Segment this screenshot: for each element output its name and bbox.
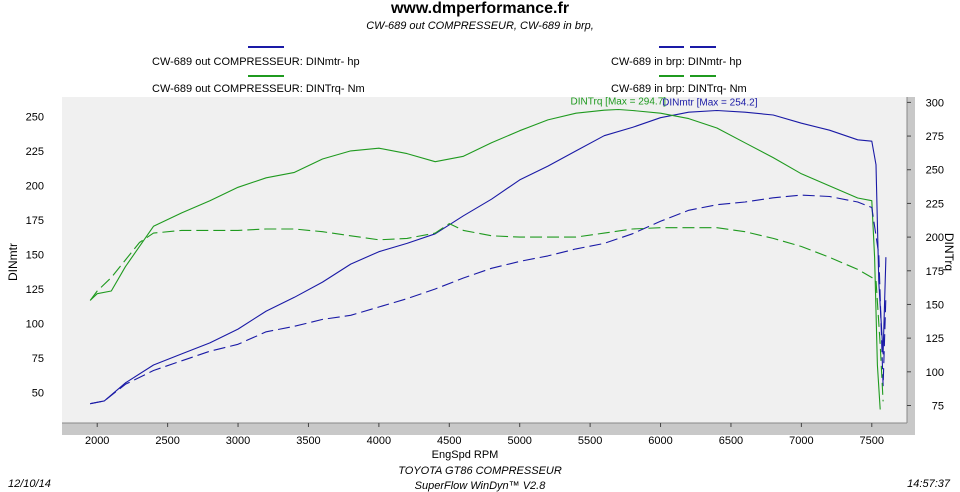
x-tick-label: 5500 bbox=[578, 435, 602, 447]
chart-subtitle: CW-689 out COMPRESSEUR, CW-689 in brp, bbox=[366, 20, 594, 32]
x-tick-label: 6000 bbox=[648, 435, 672, 447]
power-max-annotation: DINmtr [Max = 254.2] bbox=[662, 98, 758, 109]
y2-tick-label: 175 bbox=[926, 266, 944, 278]
y2-tick-label: 75 bbox=[932, 400, 944, 412]
x-axis-band bbox=[62, 423, 907, 435]
series-out-torque-line bbox=[89, 108, 881, 410]
plot-area bbox=[62, 97, 907, 423]
y-tick-label: 225 bbox=[26, 146, 44, 158]
y-tick-label: 200 bbox=[26, 180, 44, 192]
y-tick-label: 175 bbox=[26, 215, 44, 227]
y2-tick-label: 125 bbox=[926, 333, 944, 345]
y2-axis-label: DINTrq bbox=[942, 233, 956, 271]
x-tick-label: 2000 bbox=[85, 435, 109, 447]
site-title: www.dmperformance.fr bbox=[390, 0, 570, 17]
x-tick-label: 4000 bbox=[367, 435, 391, 447]
y-tick-label: 125 bbox=[26, 284, 44, 296]
torque-max-annotation: DINTrq [Max = 294.7] bbox=[571, 97, 667, 108]
y-tick-label: 75 bbox=[32, 353, 44, 365]
legend-swatch-out-torque bbox=[248, 75, 284, 77]
x-tick-label: 4500 bbox=[437, 435, 461, 447]
x-axis-label: EngSpd RPM bbox=[432, 449, 499, 461]
y2-tick-label: 300 bbox=[926, 97, 944, 109]
y2-tick-label: 100 bbox=[926, 367, 944, 379]
legend-swatch-out-power bbox=[248, 46, 284, 48]
footer-model: TOYOTA GT86 COMPRESSEUR bbox=[398, 465, 562, 477]
series-out-power-line bbox=[90, 109, 887, 405]
x-tick-label: 3000 bbox=[226, 435, 250, 447]
legend-label-in-power: CW-689 in brp: DINmtr- hp bbox=[611, 56, 742, 68]
y-tick-label: 100 bbox=[26, 319, 44, 331]
y2-tick-label: 200 bbox=[926, 232, 944, 244]
y-axis-label: DINmtr bbox=[6, 243, 20, 281]
x-tick-label: 3500 bbox=[296, 435, 320, 447]
series-in-torque-line bbox=[89, 223, 884, 402]
footer-date: 12/10/14 bbox=[8, 478, 51, 490]
legend-label-out-torque: CW-689 out COMPRESSEUR: DINTrq- Nm bbox=[152, 83, 365, 95]
y-tick-label: 150 bbox=[26, 249, 44, 261]
footer-software: SuperFlow WinDyn™ V2.8 bbox=[414, 480, 546, 492]
y2-tick-label: 150 bbox=[926, 299, 944, 311]
x-tick-label: 7000 bbox=[789, 435, 813, 447]
x-tick-label: 5000 bbox=[507, 435, 531, 447]
x-tick-label: 7500 bbox=[860, 435, 884, 447]
series-in-power-line bbox=[90, 194, 887, 405]
y2-tick-label: 225 bbox=[926, 198, 944, 210]
y2-tick-label: 275 bbox=[926, 131, 944, 143]
legend-label-in-torque: CW-689 in brp: DINTrq- Nm bbox=[611, 83, 747, 95]
footer-time: 14:57:37 bbox=[907, 478, 950, 490]
y2-tick-label: 250 bbox=[926, 165, 944, 177]
legend-label-out-power: CW-689 out COMPRESSEUR: DINmtr- hp bbox=[152, 56, 360, 68]
y-tick-label: 50 bbox=[32, 388, 44, 400]
right-axis-band bbox=[907, 97, 915, 435]
x-tick-label: 6500 bbox=[719, 435, 743, 447]
x-tick-label: 2500 bbox=[155, 435, 179, 447]
y-tick-label: 250 bbox=[26, 111, 44, 123]
